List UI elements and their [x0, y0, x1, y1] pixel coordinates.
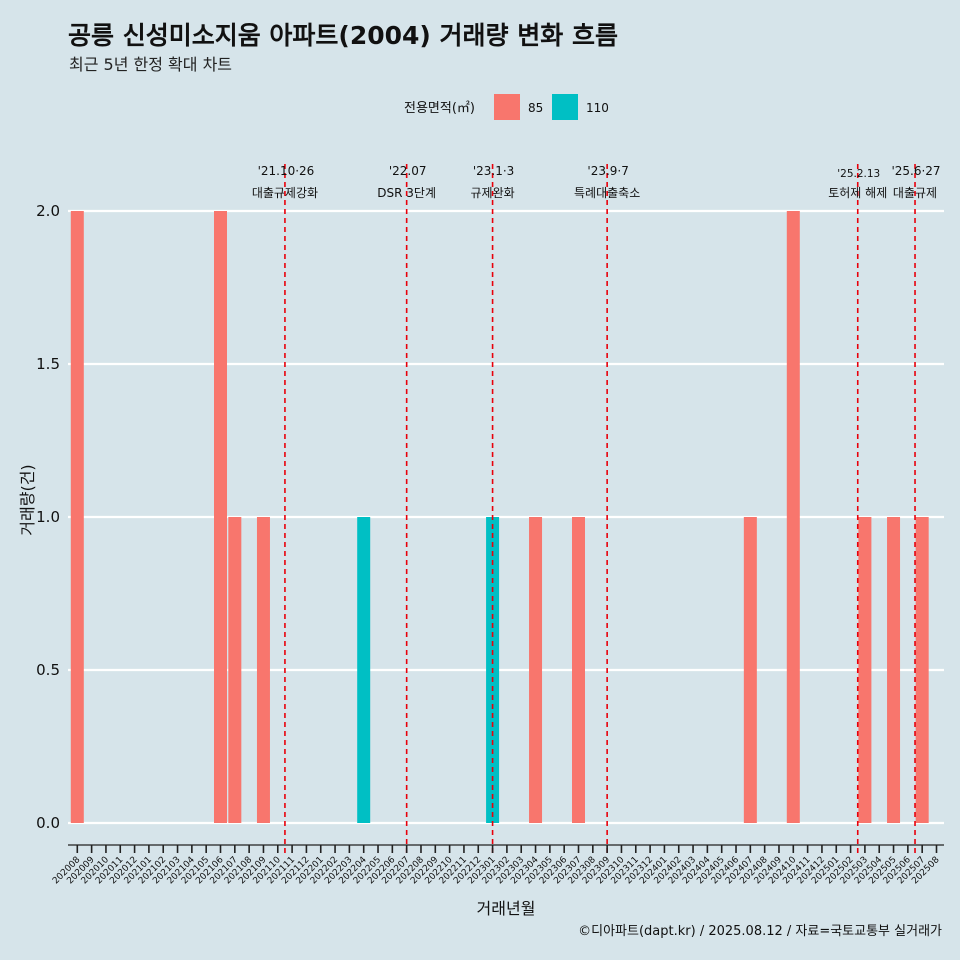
bar-85-202507: [915, 517, 929, 823]
event-label: 대출규제: [893, 186, 937, 200]
bar-85-202503: [858, 517, 872, 823]
bar-85-202307: [572, 517, 585, 823]
event-date: '21.10·26: [258, 164, 315, 178]
event-label: DSR 3단계: [377, 186, 436, 200]
bar-85-202106: [214, 211, 227, 823]
event-date: '25.6·27: [891, 164, 940, 178]
event-label: 토허제 해제: [828, 186, 887, 200]
event-date: '25.2.13: [837, 168, 880, 180]
bar-110-202204: [357, 517, 371, 823]
y-tick-labels: 0.0 0.5 1.0 1.5 2.0: [36, 202, 60, 832]
bar-85-202109: [256, 517, 270, 823]
event-date: '23.9·7: [587, 164, 628, 178]
legend-label-110: 110: [586, 101, 609, 115]
bar-85-202304: [529, 517, 543, 823]
y-tick-label: 0.5: [36, 661, 60, 679]
y-tick-label: 0.0: [36, 814, 60, 832]
y-tick-label: 1.5: [36, 355, 60, 373]
source-caption: ©디아파트(dapt.kr) / 2025.08.12 / 자료=국토교통부 실…: [578, 924, 942, 939]
grid-lines: [68, 209, 944, 825]
y-tick-label: 2.0: [36, 202, 60, 220]
bar-85-202505: [887, 517, 901, 823]
chart-title: 공릉 신성미소지움 아파트(2004) 거래량 변화 흐름: [68, 21, 618, 50]
bars: [70, 211, 929, 823]
event-label: 대출규제강화: [252, 186, 318, 200]
bar-85-202107: [228, 517, 242, 823]
y-axis-title: 거래량(건): [18, 464, 37, 535]
event-label: 규제완화: [470, 186, 514, 200]
legend-swatch-85: [494, 94, 520, 120]
y-tick-label: 1.0: [36, 508, 60, 526]
bar-85-202008: [70, 211, 84, 823]
x-axis-title: 거래년월: [477, 899, 536, 918]
legend-swatch-110: [552, 94, 578, 120]
legend: 전용면적(㎡) 85 110: [404, 94, 609, 120]
legend-label-85: 85: [528, 101, 543, 115]
x-axis: 2020082020092020102020112020122021012021…: [51, 844, 944, 886]
event-label: 특례대출축소: [574, 186, 640, 200]
event-date: '23.1·3: [473, 164, 514, 178]
event-markers: '21.10·26 대출규제강화 '22.07 DSR 3단계 '23.1·3 규제완화 '…: [252, 164, 941, 856]
bar-85-202407: [743, 517, 757, 823]
event-date: '22.07: [389, 164, 427, 178]
chart-subtitle: 최근 5년 한정 확대 차트: [69, 55, 232, 74]
legend-title: 전용면적(㎡): [404, 101, 475, 116]
bar-85-202410: [786, 211, 800, 823]
